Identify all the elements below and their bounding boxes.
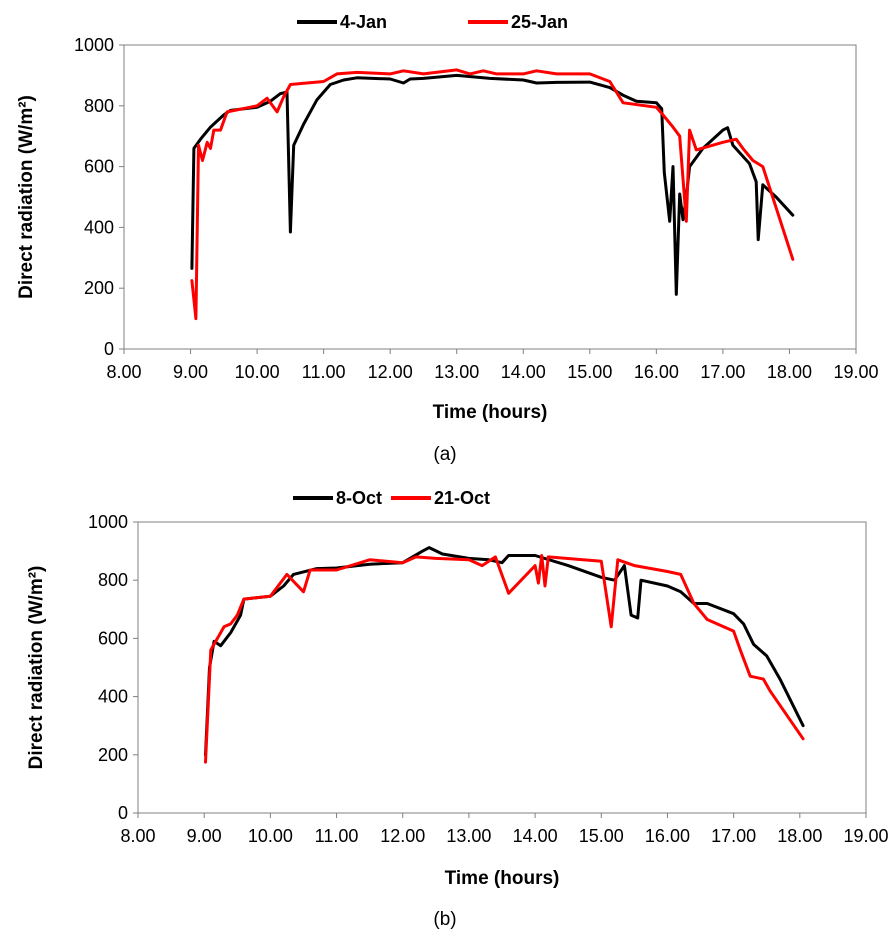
series-line-25-jan xyxy=(190,68,795,321)
legend-label: 25-Jan xyxy=(511,12,568,32)
x-tick-label: 17.00 xyxy=(711,826,756,846)
x-tick-label: 13.00 xyxy=(434,362,479,382)
legend-label: 4-Jan xyxy=(340,12,387,32)
y-tick-label: 600 xyxy=(98,628,128,648)
x-tick-label: 19.00 xyxy=(843,826,888,846)
x-tick-label: 19.00 xyxy=(833,362,878,382)
x-tick-label: 15.00 xyxy=(579,826,624,846)
x-axis-title: Time (hours) xyxy=(433,402,548,423)
x-axis-title: Time (hours) xyxy=(445,868,560,889)
x-tick-label: 10.00 xyxy=(248,826,293,846)
x-tick-label: 12.00 xyxy=(380,826,425,846)
x-tick-label: 17.00 xyxy=(700,362,745,382)
y-axis-title: Direct radiation (W/m²) xyxy=(26,566,47,770)
x-tick-label: 14.00 xyxy=(513,826,558,846)
y-tick-label: 800 xyxy=(84,96,114,116)
panel-label: (a) xyxy=(433,444,456,465)
y-tick-label: 200 xyxy=(84,278,114,298)
x-tick-label: 8.00 xyxy=(120,826,155,846)
plot-area-frame xyxy=(137,521,867,814)
y-tick-label: 400 xyxy=(84,217,114,237)
y-tick-label: 0 xyxy=(104,339,114,359)
y-tick-label: 400 xyxy=(98,687,128,707)
x-tick-label: 10.00 xyxy=(235,362,280,382)
legend-label: 8-Oct xyxy=(336,488,382,508)
x-tick-label: 11.00 xyxy=(315,826,359,846)
x-tick-label: 16.00 xyxy=(634,362,679,382)
x-tick-label: 8.00 xyxy=(106,362,141,382)
legend-label: 21-Oct xyxy=(434,488,490,508)
y-tick-label: 0 xyxy=(118,803,128,823)
x-tick-label: 12.00 xyxy=(368,362,413,382)
x-tick-label: 11.00 xyxy=(302,362,346,382)
x-tick-label: 9.00 xyxy=(173,362,208,382)
chart-panel-b: 0 200 400 600 800 1000 8.00 9.00 10.00 11.00 12.00… xyxy=(26,488,889,930)
plot-area-frame xyxy=(123,44,857,350)
y-tick-label: 1000 xyxy=(88,512,128,532)
y-tick-label: 1000 xyxy=(74,35,114,55)
y-tick-label: 200 xyxy=(98,745,128,765)
x-tick-label: 14.00 xyxy=(501,362,546,382)
x-tick-label: 9.00 xyxy=(187,826,222,846)
y-axis-title: Direct radiation (W/m²) xyxy=(16,95,37,299)
x-tick-label: 16.00 xyxy=(645,826,690,846)
y-tick-label: 600 xyxy=(84,157,114,177)
x-tick-label: 18.00 xyxy=(777,826,822,846)
series-line-21-oct xyxy=(204,554,805,764)
x-tick-label: 15.00 xyxy=(567,362,612,382)
x-tick-label: 18.00 xyxy=(767,362,812,382)
x-tick-label: 13.00 xyxy=(446,826,491,846)
series-line-4-jan xyxy=(190,73,795,296)
y-tick-label: 800 xyxy=(98,570,128,590)
panel-label: (b) xyxy=(433,909,456,930)
chart-panel-a: 0 200 400 600 800 1000 8.00 9.00 10.00 11.00 12.00… xyxy=(16,12,879,465)
